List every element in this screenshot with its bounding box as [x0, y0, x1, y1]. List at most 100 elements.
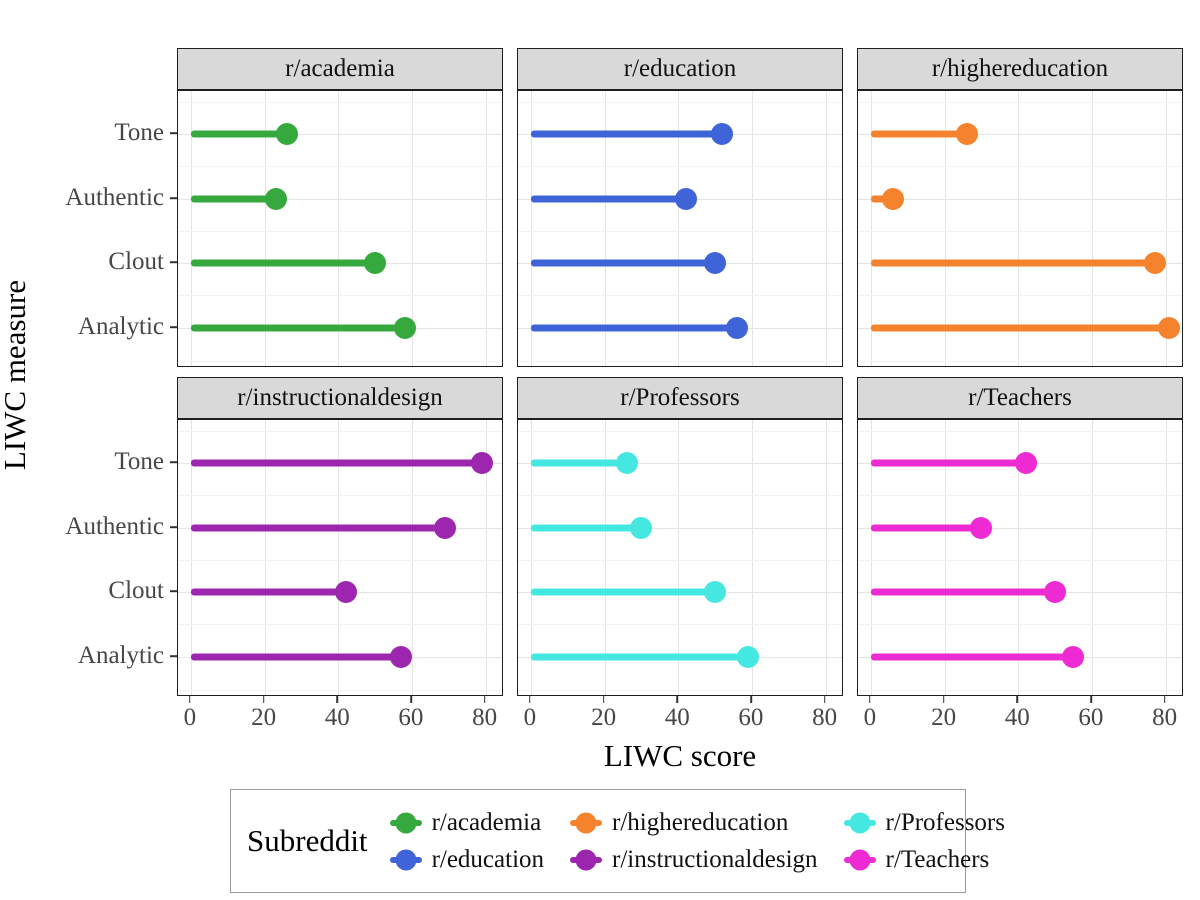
legend-entry-label: r/instructionaldesign — [612, 845, 818, 873]
facet-strip-title: r/Professors — [517, 377, 843, 419]
lollipop-stem — [190, 195, 276, 203]
gridline-horizontal-minor — [178, 166, 502, 168]
gridline-horizontal-minor — [858, 166, 1182, 168]
legend-key-dot — [849, 812, 871, 833]
y-tick-mark — [170, 526, 177, 528]
legend-entry-label: r/Teachers — [885, 845, 990, 873]
gridline-vertical — [338, 91, 340, 366]
lollipop-dot — [711, 122, 734, 145]
legend-key-dot — [849, 849, 871, 870]
y-tick-label: Analytic — [77, 642, 164, 670]
gridline-horizontal-minor — [518, 495, 842, 497]
lollipop-stem — [870, 324, 1170, 332]
facet-panel — [177, 419, 503, 696]
lollipop-stem — [190, 324, 405, 332]
gridline-vertical — [411, 420, 413, 695]
lollipop-dot — [674, 188, 697, 211]
gridline-vertical — [944, 91, 946, 366]
x-tick-label: 0 — [183, 704, 197, 731]
legend-key-lollipop-icon — [389, 810, 422, 836]
gridline-horizontal-minor — [518, 559, 842, 561]
gridline-vertical — [1165, 420, 1167, 695]
x-tick-label: 20 — [591, 704, 617, 731]
x-tick-label: 80 — [1152, 704, 1178, 731]
lollipop-stem — [530, 259, 716, 267]
x-tick-mark — [262, 696, 265, 703]
legend-entry: r/instructionaldesign — [570, 846, 818, 874]
legend-entry: r/Professors — [843, 809, 1005, 837]
gridline-vertical — [264, 420, 266, 695]
gridline-horizontal-minor — [178, 360, 502, 362]
gridline-vertical — [870, 91, 872, 366]
facet-strip-title: r/highereducation — [857, 48, 1183, 90]
lollipop-dot — [737, 646, 760, 669]
facet-strip-title: r/academia — [177, 48, 503, 90]
facet-panel — [517, 419, 843, 696]
lollipop-stem — [190, 653, 401, 661]
lollipop-stem — [530, 324, 738, 332]
lollipop-dot — [434, 517, 457, 540]
x-axis-title: LIWC score — [603, 738, 757, 773]
lollipop-stem — [530, 130, 723, 138]
gridline-horizontal-minor — [858, 101, 1182, 103]
lollipop-stem — [870, 524, 982, 532]
lollipop-stem — [530, 195, 686, 203]
x-tick-label: 20 — [251, 704, 277, 731]
facet-strip-title: r/instructionaldesign — [177, 377, 503, 419]
legend-column: r/academia r/education — [389, 808, 545, 874]
x-tick-label: 0 — [523, 704, 537, 731]
lollipop-stem — [190, 524, 446, 532]
gridline-horizontal — [518, 462, 842, 464]
legend-entry: r/education — [389, 845, 545, 874]
facet-strip-title: r/Teachers — [857, 377, 1183, 419]
x-tick-mark — [1090, 696, 1092, 703]
gridline-horizontal-minor — [178, 230, 502, 232]
gridline-horizontal-minor — [518, 624, 842, 626]
lollipop-stem — [190, 459, 482, 467]
y-tick-mark — [170, 590, 177, 592]
gridline-horizontal-minor — [858, 559, 1182, 561]
x-tick-mark — [1163, 696, 1166, 703]
gridline-vertical — [530, 91, 532, 366]
gridline-horizontal-minor — [178, 689, 502, 691]
x-tick-label: 20 — [931, 704, 957, 731]
x-tick-label: 60 — [738, 704, 764, 731]
legend-column: r/highereducation r/instructionaldesign — [570, 809, 818, 874]
gridline-horizontal-minor — [518, 689, 842, 691]
gridline-horizontal — [178, 199, 502, 201]
x-tick-mark — [189, 696, 191, 703]
gridline-vertical — [604, 91, 606, 366]
lollipop-dot — [881, 188, 904, 211]
legend-key-lollipop-icon — [570, 847, 603, 873]
lollipop-stem — [870, 653, 1074, 661]
legend-key-dot — [395, 849, 417, 870]
gridline-horizontal-minor — [518, 295, 842, 297]
facet-strip-title: r/education — [517, 48, 843, 90]
legend-key-dot — [395, 812, 417, 833]
gridline-horizontal-minor — [518, 101, 842, 103]
lollipop-stem — [190, 130, 287, 138]
gridline-vertical — [190, 420, 192, 695]
gridline-vertical — [1165, 91, 1167, 366]
gridline-vertical — [338, 420, 340, 695]
legend-key-lollipop-icon — [843, 810, 876, 836]
gridline-vertical — [825, 420, 827, 695]
x-tick-label: 40 — [324, 704, 350, 731]
y-tick-mark — [170, 655, 177, 657]
legend-entry-label: r/education — [431, 845, 545, 873]
gridline-vertical — [678, 420, 680, 695]
gridline-horizontal-minor — [858, 624, 1182, 626]
lollipop-dot — [389, 646, 412, 669]
legend-entries: r/academia r/education r/highereducation r/… — [389, 808, 1005, 874]
x-tick-mark — [529, 696, 531, 703]
gridline-horizontal-minor — [178, 430, 502, 432]
lollipop-stem — [530, 653, 749, 661]
lollipop-dot — [275, 122, 298, 145]
gridline-vertical — [604, 420, 606, 695]
lollipop-stem — [530, 588, 716, 596]
gridline-horizontal — [858, 199, 1182, 201]
legend-entry-label: r/academia — [431, 808, 542, 836]
y-tick-mark — [170, 132, 177, 134]
gridline-horizontal-minor — [518, 360, 842, 362]
